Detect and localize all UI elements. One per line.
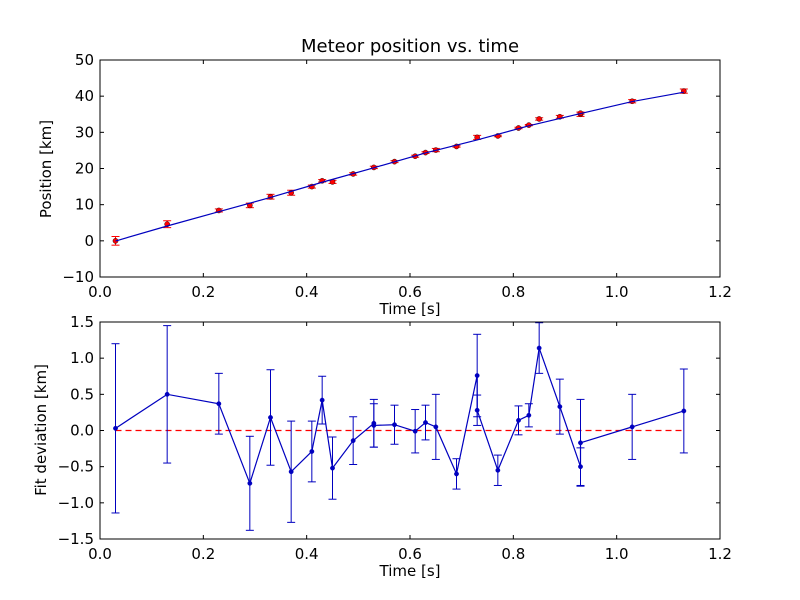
deviation-plot-data-point — [454, 471, 459, 477]
position-plot-y-tick-label: 50 — [75, 51, 94, 69]
deviation-plot-data-point — [526, 412, 532, 418]
position-plot-title: Meteor position vs. time — [301, 36, 519, 57]
deviation-plot-data-point — [536, 345, 542, 351]
deviation-plot-data-point — [557, 404, 563, 410]
deviation-plot-deviation-line — [115, 347, 685, 486]
position-plot-y-tick-label: 0 — [84, 232, 94, 250]
deviation-plot-data-point — [578, 464, 583, 470]
deviation-plot-data-point — [268, 415, 273, 420]
deviation-plot-y-tick-label: −0.5 — [58, 458, 94, 476]
position-plot-x-tick-label: 0.6 — [398, 283, 422, 301]
deviation-plot-data-point — [412, 428, 418, 434]
deviation-plot-y-tick-label: −1.5 — [58, 530, 94, 548]
deviation-plot-data-point — [681, 408, 687, 414]
deviation-plot-data-point — [319, 397, 325, 403]
position-plot-xlabel: Time [s] — [379, 300, 441, 318]
deviation-plot-data-point — [216, 401, 222, 407]
deviation-plot-y-tick-label: 1.0 — [70, 349, 94, 367]
deviation-plot-data-point — [164, 391, 170, 397]
deviation-plot-x-tick-label: 1.0 — [605, 545, 629, 563]
position-plot-x-tick-label: 0.2 — [191, 283, 215, 301]
deviation-plot: Time [s] Fit deviation [km] 0.0 0.2 0.4 0.6… — [32, 313, 732, 580]
deviation-plot-xlabel: Time [s] — [379, 562, 441, 580]
position-plot-y-tick-label: 20 — [75, 160, 94, 178]
deviation-plot-x-tick-label: 0.4 — [295, 545, 319, 563]
deviation-plot-data-point — [392, 422, 397, 428]
deviation-plot-data-point — [371, 423, 377, 428]
deviation-plot-data-point — [629, 424, 635, 430]
deviation-plot-data-point — [309, 449, 315, 454]
position-plot-y-tick-label: 40 — [75, 87, 94, 105]
deviation-plot-x-tick-label: 0.0 — [88, 545, 112, 563]
position-plot-ylabel: Position [km] — [37, 120, 55, 218]
position-plot-y-tick-label: 10 — [75, 196, 94, 214]
position-plot-y-tick-label: 30 — [75, 123, 94, 141]
position-plot-x-tick-label: 1.2 — [708, 283, 732, 301]
deviation-plot-y-tick-label: −1.0 — [58, 494, 94, 512]
deviation-plot-data-point — [495, 467, 501, 473]
deviation-plot-data-point — [474, 407, 480, 413]
deviation-plot-data-point — [330, 465, 335, 471]
deviation-plot-data-point — [433, 424, 439, 430]
deviation-plot-data-point — [516, 417, 521, 423]
position-plot-x-tick-label: 0.0 — [88, 283, 112, 301]
deviation-plot-data-point — [288, 469, 294, 475]
position-plot-x-tick-label: 1.0 — [605, 283, 629, 301]
deviation-plot-ylabel: Fit deviation [km] — [32, 364, 50, 496]
position-plot-fit-line — [115, 91, 684, 242]
position-plot-x-tick-label: 0.8 — [501, 283, 525, 301]
position-plot: Meteor position vs. time Time [s] Positi… — [37, 36, 732, 318]
deviation-plot-data-point — [350, 438, 356, 444]
position-plot-x-tick-label: 0.4 — [295, 283, 319, 301]
deviation-plot-x-tick-label: 0.6 — [398, 545, 422, 563]
deviation-plot-data-point — [113, 425, 118, 431]
deviation-plot-data-point — [474, 373, 480, 378]
deviation-plot-y-tick-label: 1.5 — [70, 313, 94, 331]
deviation-plot-x-tick-label: 0.2 — [191, 545, 215, 563]
deviation-plot-x-tick-label: 1.2 — [708, 545, 732, 563]
position-plot-data-point — [536, 116, 542, 122]
deviation-plot-data-point — [423, 420, 428, 425]
deviation-plot-y-tick-label: 0.5 — [70, 385, 94, 403]
deviation-plot-data-point — [578, 440, 583, 446]
deviation-plot-y-tick-label: 0.0 — [70, 422, 94, 440]
deviation-plot-data-point — [247, 480, 253, 486]
deviation-plot-x-tick-label: 0.8 — [501, 545, 525, 563]
position-plot-y-tick-label: −10 — [62, 268, 94, 286]
